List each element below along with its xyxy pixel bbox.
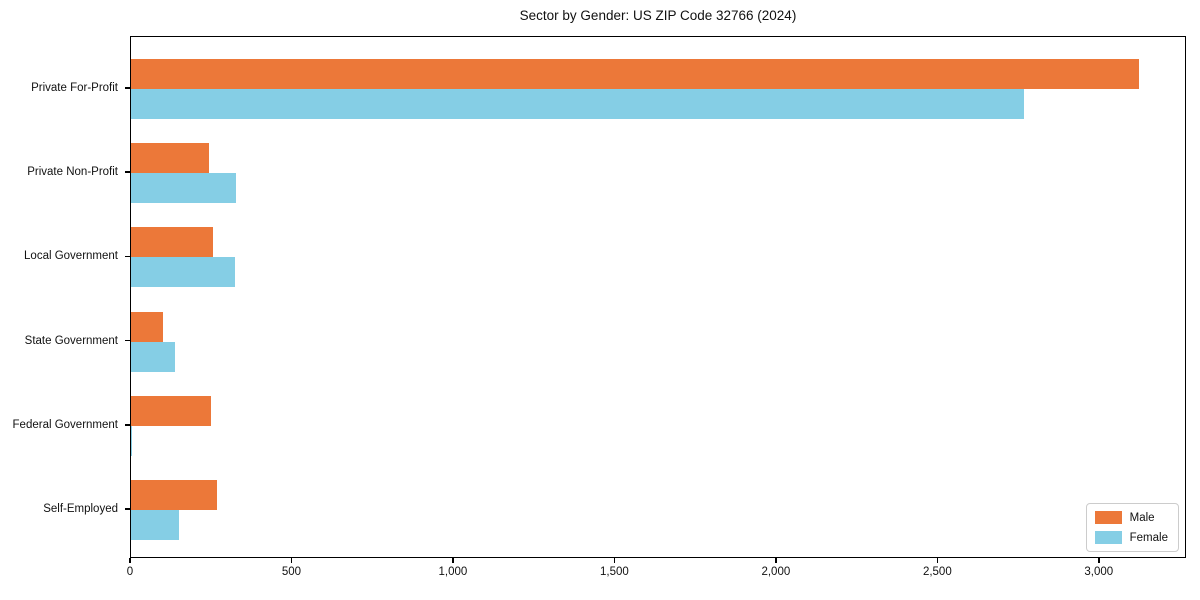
y-axis-tick-self-employed (125, 508, 130, 510)
plot-area: Male Female (130, 36, 1186, 558)
x-axis-label-1000: 1,000 (438, 566, 468, 578)
bar-female-self-employed (131, 510, 180, 540)
bar-female-federal-government (131, 425, 132, 456)
x-axis-tick-2500 (936, 558, 939, 563)
x-axis-tick-2000 (775, 558, 777, 563)
x-axis-tick-1000 (452, 558, 454, 563)
x-axis-tick-1500 (613, 558, 616, 563)
bar-male-local-government (131, 227, 214, 258)
x-axis-label-2000: 2,000 (761, 566, 791, 578)
y-axis-tick-private-non-profit (125, 171, 130, 173)
y-axis-label-federal-government: Federal Government (12, 418, 118, 431)
y-axis-tick-local-government (125, 255, 130, 258)
bar-female-local-government (131, 257, 235, 288)
legend-entry-male: Male (1094, 511, 1168, 524)
x-axis-label-2500: 2,500 (922, 566, 952, 578)
x-axis-tick-3000 (1098, 558, 1100, 563)
y-axis-label-private-non-profit: Private Non-Profit (27, 166, 118, 179)
legend-swatch-male-icon (1094, 511, 1122, 524)
legend-entry-female: Female (1094, 531, 1168, 544)
y-axis-label-local-government: Local Government (24, 250, 118, 263)
legend-swatch-female-icon (1094, 531, 1122, 544)
y-axis-label-private-for-profit: Private For-Profit (31, 82, 118, 94)
legend-label-female: Female (1129, 531, 1168, 544)
x-axis-label-3000: 3,000 (1084, 566, 1114, 578)
x-axis-tick-0 (129, 558, 131, 563)
x-axis-label-0: 0 (126, 566, 134, 578)
y-axis-label-state-government: State Government (24, 334, 118, 347)
y-axis-tick-state-government (125, 339, 130, 342)
bar-male-private-for-profit (131, 59, 1139, 89)
bar-female-state-government (131, 341, 176, 372)
bar-male-state-government (131, 311, 164, 342)
y-axis-tick-private-for-profit (125, 87, 130, 89)
x-axis-label-1500: 1,500 (600, 566, 629, 578)
x-axis-label-500: 500 (281, 566, 302, 578)
y-axis-label-self-employed: Self-Employed (43, 503, 118, 515)
bar-female-private-non-profit (131, 173, 236, 204)
legend-label-male: Male (1129, 511, 1155, 524)
legend: Male Female (1085, 503, 1179, 552)
bar-male-self-employed (131, 480, 217, 510)
bar-male-federal-government (131, 395, 212, 426)
chart-title: Sector by Gender: US ZIP Code 32766 (202… (519, 8, 797, 23)
x-axis-tick-500 (290, 558, 293, 563)
bar-female-private-for-profit (131, 89, 1024, 119)
bar-male-private-non-profit (131, 143, 209, 174)
y-axis-tick-federal-government (125, 424, 130, 426)
